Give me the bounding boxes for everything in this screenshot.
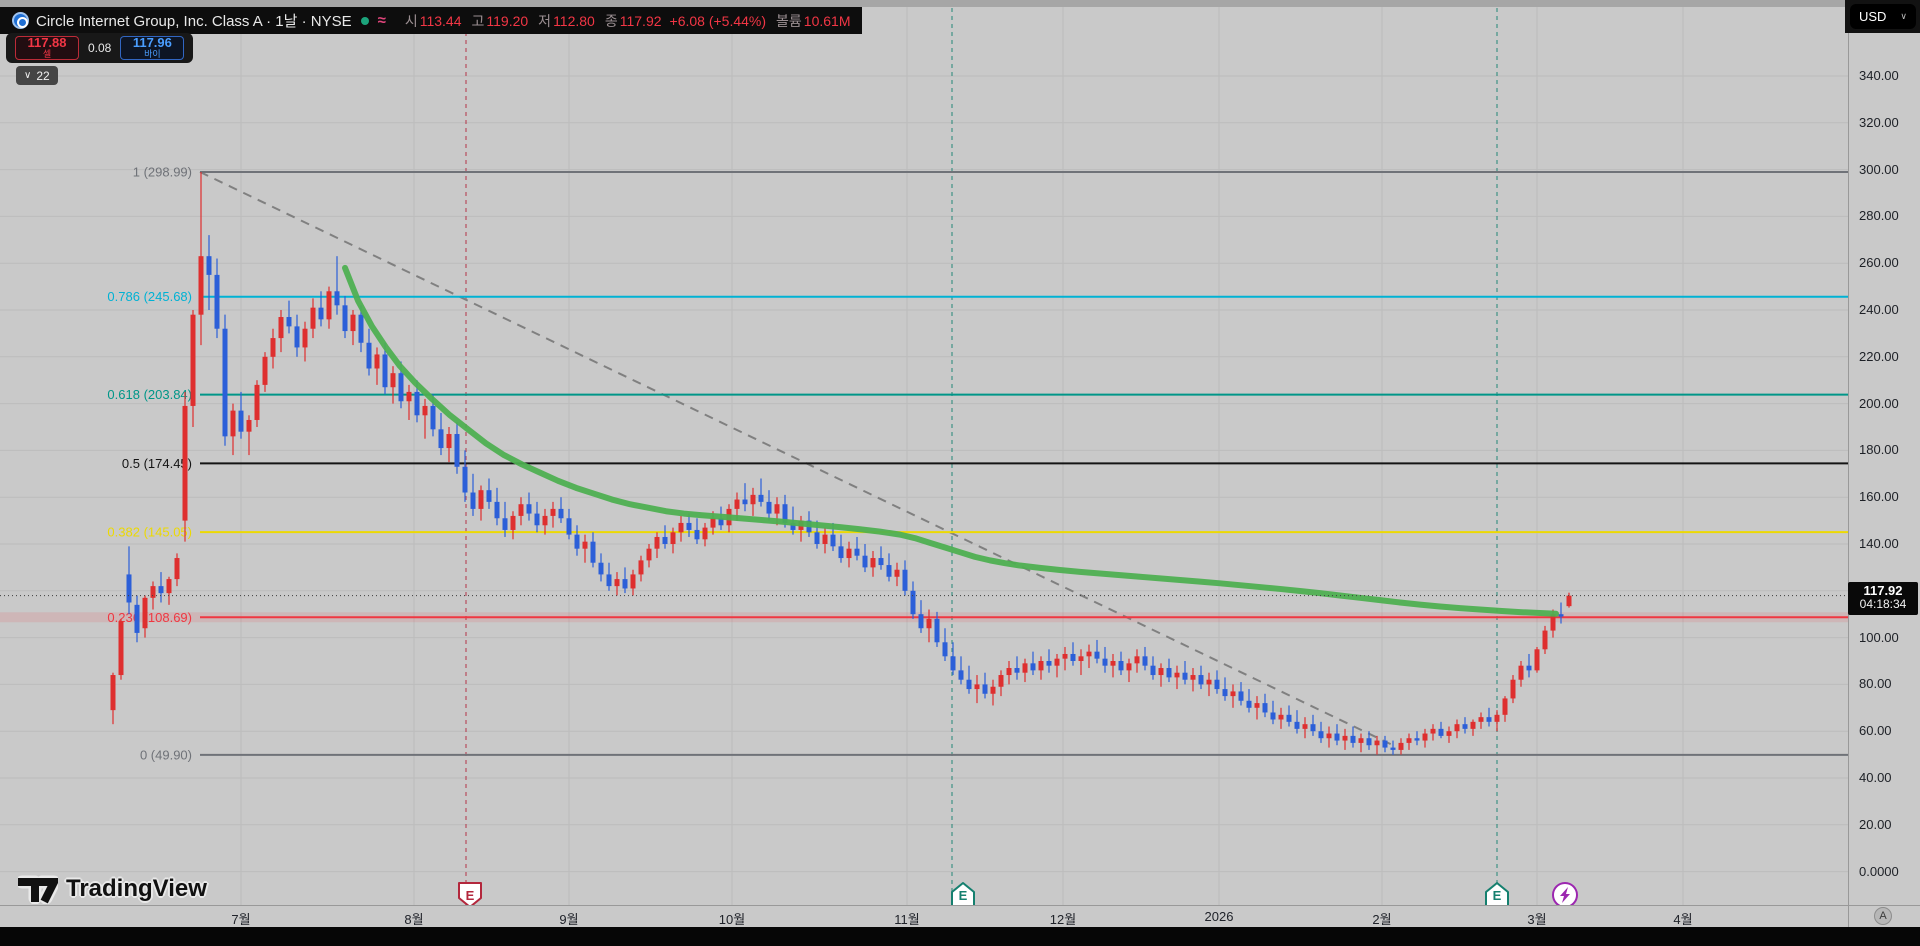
currency-label: USD	[1859, 9, 1887, 24]
price-chart[interactable]: 1 (298.99) 0.786 (245.68) 0.618 (203.84) 0.…	[0, 0, 1848, 905]
last-price-badge: 117.92 04:18:34	[1848, 581, 1918, 615]
earnings-badge	[1485, 882, 1509, 905]
price-tick-label: 180.00	[1859, 442, 1899, 458]
spread-value: 0.08	[88, 41, 112, 55]
trendline	[199, 171, 1394, 747]
volume-label: 볼륨	[776, 12, 802, 29]
price-tick-label: 280.00	[1859, 208, 1899, 224]
price-tick-label: 80.00	[1859, 676, 1892, 692]
last-price: 117.92	[1863, 582, 1903, 598]
earnings-badge	[458, 882, 482, 905]
symbol-title[interactable]: Circle Internet Group, Inc. Class A · 1날…	[36, 13, 352, 30]
time-tick-label: 8월	[404, 912, 424, 927]
change-value: +6.08 (+5.44%)	[669, 12, 767, 29]
lightning-icon	[1560, 887, 1570, 903]
time-tick-label: 7월	[231, 912, 251, 927]
low-label: 저	[538, 12, 552, 29]
bottom-strip	[0, 927, 1920, 946]
low-value: 112.80	[553, 12, 595, 29]
fib-label: 0.786 (245.68)	[107, 289, 192, 304]
price-tick-label: 140.00	[1859, 536, 1899, 551]
close-value: 117.92	[619, 12, 662, 29]
fib-label: 1 (298.99)	[133, 164, 192, 179]
volume-value: 10.61M	[803, 12, 851, 29]
sell-price: 117.88	[27, 35, 67, 51]
tradingview-logo[interactable]: TradingView	[18, 874, 207, 904]
price-axis[interactable]: 340.00 320.00 300.00 280.00 260.00 240.00 220.…	[1848, 0, 1920, 927]
currency-selector[interactable]: USD ∨	[1850, 4, 1916, 29]
countdown-timer: 04:18:34	[1859, 596, 1907, 611]
earnings-letter: E	[466, 888, 475, 903]
price-tick-label: 240.00	[1859, 302, 1899, 317]
buy-label: 바이	[144, 49, 161, 60]
trade-panel: 117.88 셀 0.08 117.96 바이	[6, 33, 194, 63]
time-tick-label: 3월	[1527, 912, 1547, 927]
approx-icon: ≈	[377, 12, 386, 29]
fib-label: 0.618 (203.84)	[107, 387, 192, 402]
indicators-collapsed-pill[interactable]: ∨ 22	[16, 66, 58, 85]
sell-button[interactable]: 117.88 셀	[15, 36, 79, 60]
open-value: 113.44	[419, 12, 462, 29]
fib-label: 0.382 (145.05)	[107, 525, 192, 540]
buy-price: 117.96	[132, 35, 172, 51]
close-label: 종	[604, 12, 618, 29]
time-tick-label: 10월	[718, 912, 746, 927]
time-tick-label: 2026	[1204, 909, 1234, 924]
time-tick-label: 4월	[1673, 912, 1693, 927]
price-tick-label: 20.00	[1859, 816, 1892, 832]
high-value: 119.20	[486, 12, 529, 29]
price-tick-label: 160.00	[1859, 489, 1899, 505]
time-axis[interactable]: 7월 8월 9월 10월 11월 12월 2026 2월 3월 4월	[0, 905, 1848, 927]
price-tick-label: 200.00	[1859, 395, 1899, 411]
price-tick-label: 60.00	[1859, 723, 1892, 739]
open-label: 시	[404, 12, 418, 29]
a-badge[interactable]: A	[1874, 907, 1892, 925]
price-tick-label: 0.0000	[1859, 863, 1899, 879]
time-tick-label: 2월	[1372, 912, 1392, 927]
ma-line	[342, 264, 1559, 617]
earnings-letter: E	[1493, 888, 1502, 903]
chevron-down-icon: ∨	[1900, 11, 1907, 21]
ohlc-values: 시 113.44 고 119.20 저 112.80 종 117.92 +6.0…	[397, 11, 851, 31]
price-tick-label: 100.00	[1859, 629, 1899, 645]
candles-group	[110, 171, 1572, 755]
sell-label: 셀	[42, 49, 52, 60]
fib-label: 0 (49.90)	[140, 747, 192, 762]
earnings-badge	[951, 882, 975, 905]
buy-button[interactable]: 117.96 바이	[120, 35, 185, 60]
time-tick-label: 11월	[894, 912, 920, 927]
earnings-letter: E	[959, 888, 968, 903]
price-tick-label: 300.00	[1859, 161, 1899, 177]
tradingview-mark-icon	[18, 875, 58, 904]
chevron-down-icon: ∨	[24, 70, 32, 81]
tradingview-wordmark: TradingView	[66, 875, 207, 902]
fib-label: 0.5 (174.45)	[122, 456, 192, 471]
window-top-edge	[0, 0, 1920, 7]
axis-corner: USD ∨	[1845, 0, 1920, 33]
indicator-count: 22	[36, 68, 50, 83]
price-tick-label: 40.00	[1859, 770, 1892, 785]
symbol-legend-bar: Circle Internet Group, Inc. Class A · 1날…	[0, 7, 862, 34]
price-tick-label: 320.00	[1859, 114, 1899, 130]
price-tick-label: 260.00	[1859, 255, 1899, 271]
high-label: 고	[471, 12, 485, 29]
time-tick-label: 9월	[559, 912, 579, 927]
price-tick-label: 340.00	[1859, 68, 1899, 83]
market-status-dot-icon	[360, 16, 369, 25]
circle-symbol-logo-icon	[12, 12, 29, 29]
price-tick-label: 220.00	[1859, 348, 1899, 364]
time-tick-label: 12월	[1049, 912, 1077, 927]
